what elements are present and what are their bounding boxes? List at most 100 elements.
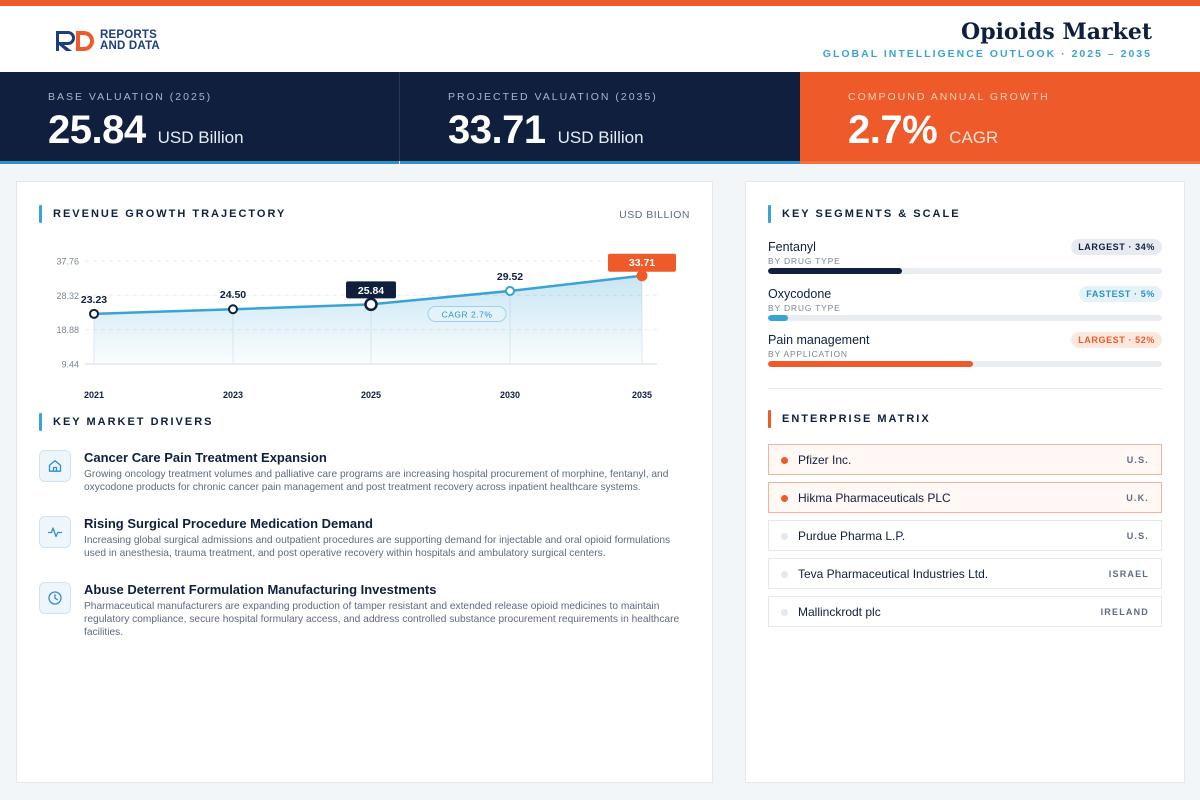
pulse-icon <box>39 516 71 548</box>
section-accent-bar <box>768 410 771 428</box>
company-dot-icon <box>781 495 788 502</box>
segment-badge: FASTEST · 5% <box>1079 286 1162 302</box>
company-row[interactable]: Hikma Pharmaceuticals PLC U.K. <box>768 482 1162 513</box>
data-point <box>228 304 238 315</box>
kpi-number: 33.71 <box>448 108 546 152</box>
brand-logo[interactable]: REPORTS AND DATA <box>54 28 160 54</box>
y-tick-label: 18.88 <box>56 325 79 335</box>
segment-category: BY DRUG TYPE <box>768 256 841 266</box>
company-country: U.K. <box>1126 493 1149 503</box>
segment-progress-fill <box>768 361 973 367</box>
company-dot-icon <box>781 457 788 464</box>
company-name: Pfizer Inc. <box>798 453 852 467</box>
segments-section-title: KEY SEGMENTS & SCALE <box>782 208 961 220</box>
x-tick-label: 2035 <box>632 390 652 400</box>
chart-unit-label: USD BILLION <box>619 209 690 221</box>
company-dot-icon <box>781 533 788 540</box>
data-point <box>89 308 99 319</box>
segment-category: BY APPLICATION <box>768 349 848 359</box>
data-point <box>636 270 648 282</box>
page-title: Opioids Market <box>961 19 1152 45</box>
chart-section-title: REVENUE GROWTH TRAJECTORY <box>53 208 287 220</box>
company-dot-icon <box>781 571 788 578</box>
logo-mark-icon <box>54 29 98 53</box>
y-tick-label: 37.76 <box>56 257 79 267</box>
x-tick-label: 2030 <box>500 390 520 400</box>
cagr-annotation-text: CAGR 2.7% <box>442 309 493 319</box>
page-header: REPORTS AND DATA Opioids Market GLOBAL I… <box>0 6 1200 72</box>
clock-icon <box>39 582 71 614</box>
segment-badge: LARGEST · 52% <box>1071 332 1162 348</box>
kpi-number: 25.84 <box>48 108 146 152</box>
kpi-value-row: 25.84 USD Billion <box>48 108 244 153</box>
data-label: 25.84 <box>358 285 384 297</box>
kpi-value-row: 2.7% CAGR <box>848 108 998 153</box>
x-tick-label: 2021 <box>84 390 104 400</box>
data-label: 33.71 <box>629 257 655 269</box>
y-tick-label: 28.32 <box>56 291 79 301</box>
kpi-base-valuation: BASE VALUATION (2025) 25.84 USD Billion <box>0 72 399 164</box>
section-accent-bar <box>39 413 42 431</box>
driver-title: Rising Surgical Procedure Medication Dem… <box>84 516 373 531</box>
right-panel: KEY SEGMENTS & SCALE Fentanyl BY DRUG TY… <box>745 181 1185 783</box>
section-divider <box>768 388 1162 389</box>
company-name: Teva Pharmaceutical Industries Ltd. <box>798 567 989 581</box>
segment-progress-fill <box>768 315 788 321</box>
kpi-unit: USD Billion <box>157 128 244 147</box>
company-dot-icon <box>781 609 788 616</box>
drivers-section-header: KEY MARKET DRIVERS <box>39 413 213 431</box>
company-country: U.S. <box>1126 455 1149 465</box>
kpi-unit: USD Billion <box>557 128 644 147</box>
kpi-value-row: 33.71 USD Billion <box>448 108 644 153</box>
data-point <box>505 285 515 296</box>
drivers-section-title: KEY MARKET DRIVERS <box>53 416 214 428</box>
company-row[interactable]: Pfizer Inc. U.S. <box>768 444 1162 475</box>
kpi-projected-valuation: PROJECTED VALUATION (2035) 33.71 USD Bil… <box>400 72 800 164</box>
series-area <box>94 275 642 364</box>
x-tick-label: 2025 <box>361 390 381 400</box>
driver-title: Abuse Deterrent Formulation Manufacturin… <box>84 582 437 597</box>
segment-row: Pain management BY APPLICATION LARGEST ·… <box>768 332 1162 373</box>
data-label-badge <box>608 253 676 272</box>
data-point <box>364 297 378 312</box>
company-country: IRELAND <box>1100 607 1149 617</box>
logo-line-1: REPORTS <box>100 29 157 41</box>
data-label-badge <box>346 281 396 299</box>
driver-description: Growing oncology treatment volumes and p… <box>84 469 669 493</box>
top-accent-bar <box>0 0 1200 6</box>
company-name: Hikma Pharmaceuticals PLC <box>798 491 951 505</box>
company-name: Purdue Pharma L.P. <box>798 529 906 543</box>
page-subtitle: GLOBAL INTELLIGENCE OUTLOOK · 2025 – 203… <box>822 48 1152 60</box>
chart-section-header: REVENUE GROWTH TRAJECTORY <box>39 205 286 223</box>
segment-name: Pain management <box>768 333 870 347</box>
kpi-number: 2.7% <box>848 108 938 152</box>
kpi-cagr: COMPOUND ANNUAL GROWTH 2.7% CAGR <box>800 72 1200 164</box>
company-row[interactable]: Mallinckrodt plc IRELAND <box>768 596 1162 627</box>
kpi-divider <box>399 72 400 161</box>
segments-section-header: KEY SEGMENTS & SCALE <box>768 205 961 223</box>
segment-name: Oxycodone <box>768 287 832 301</box>
company-country: ISRAEL <box>1108 569 1149 579</box>
segment-row: Fentanyl BY DRUG TYPE LARGEST · 34% <box>768 239 1162 280</box>
kpi-unit: CAGR <box>949 128 999 147</box>
segment-progress-track <box>768 268 1162 274</box>
driver-title: Cancer Care Pain Treatment Expansion <box>84 450 327 465</box>
segment-badge: LARGEST · 34% <box>1071 239 1162 255</box>
segment-row: Oxycodone BY DRUG TYPE FASTEST · 5% <box>768 286 1162 327</box>
segment-name: Fentanyl <box>768 240 816 254</box>
logo-text: REPORTS AND DATA <box>100 29 160 52</box>
company-row[interactable]: Purdue Pharma L.P. U.S. <box>768 520 1162 551</box>
x-tick-label: 2023 <box>223 390 243 400</box>
logo-line-2: AND DATA <box>100 40 160 52</box>
left-panel: REVENUE GROWTH TRAJECTORY USD BILLION 37… <box>16 181 713 783</box>
y-tick-label: 9.44 <box>61 360 79 370</box>
segment-progress-track <box>768 361 1162 367</box>
driver-description: Increasing global surgical admissions an… <box>84 535 671 559</box>
matrix-section-title: ENTERPRISE MATRIX <box>782 413 931 425</box>
segment-progress-fill <box>768 268 902 274</box>
matrix-section-header: ENTERPRISE MATRIX <box>768 410 931 428</box>
company-row[interactable]: Teva Pharmaceutical Industries Ltd. ISRA… <box>768 558 1162 589</box>
data-label: 23.23 <box>81 294 107 306</box>
kpi-label: COMPOUND ANNUAL GROWTH <box>848 91 1050 103</box>
section-accent-bar <box>768 205 771 223</box>
